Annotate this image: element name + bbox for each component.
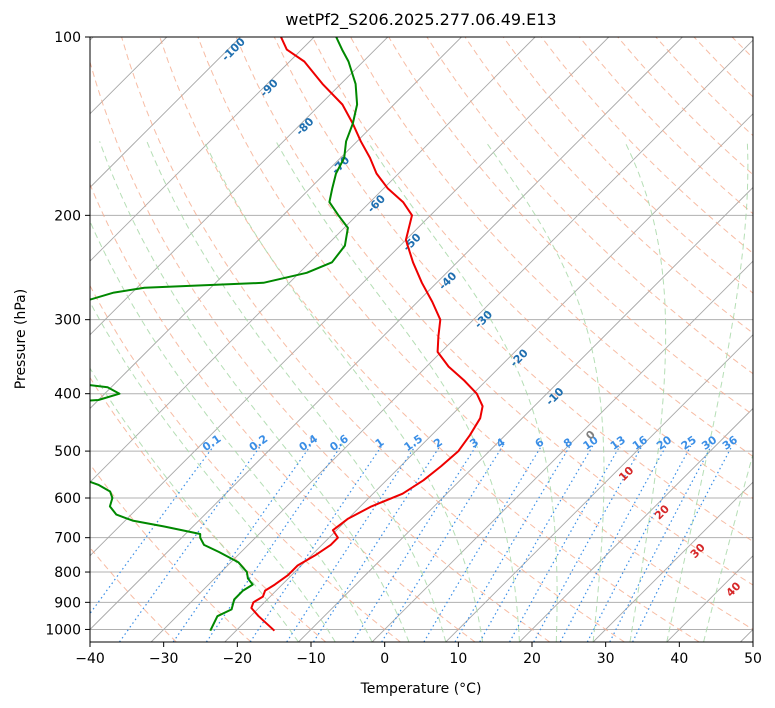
x-tick-label: 0 xyxy=(380,651,389,667)
y-tick-label: 400 xyxy=(54,387,81,403)
moist-adiabats xyxy=(90,141,753,642)
isotherm-line xyxy=(90,37,536,483)
y-tick-label: 700 xyxy=(54,531,81,547)
moist-adiabat-line xyxy=(90,367,299,642)
dry-adiabats xyxy=(90,37,753,642)
x-axis-title: Temperature (°C) xyxy=(360,681,482,697)
isotherm-line xyxy=(371,260,753,642)
moist-adiabat-line xyxy=(666,141,749,642)
moist-adiabat-line xyxy=(624,141,667,642)
x-tick-label: −10 xyxy=(296,651,326,667)
chart-title: wetPf2_S206.2025.277.06.49.E13 xyxy=(285,10,556,30)
y-tick-label: 500 xyxy=(54,444,81,460)
mixing-ratio-line xyxy=(533,445,643,642)
x-tick-label: −20 xyxy=(223,651,253,667)
plot-frame xyxy=(89,36,754,643)
moist-adiabat-line xyxy=(203,141,484,642)
y-tick-label: 300 xyxy=(54,313,81,329)
y-tick-label: 100 xyxy=(54,30,81,46)
mixing-ratio-line xyxy=(286,445,416,642)
moist-adiabat-line xyxy=(90,220,373,642)
mixing-ratio-line xyxy=(312,445,441,642)
dewpoint-line xyxy=(90,37,359,632)
dry-adiabat-line xyxy=(235,37,753,586)
mixing-ratio-line xyxy=(559,445,667,642)
y-tick-label: 900 xyxy=(54,595,81,611)
isotherm-line xyxy=(90,37,315,262)
x-axis: −40 −30 −20 −10 0 10 20 30 40 50 xyxy=(75,642,762,667)
moist-adiabat-line xyxy=(485,141,605,642)
moist-adiabat-line xyxy=(275,141,520,642)
isotherm-line xyxy=(90,37,683,631)
x-tick-label: 50 xyxy=(744,651,762,667)
dry-adiabat-line xyxy=(90,463,252,642)
isotherm-line xyxy=(90,37,241,189)
sounding-series xyxy=(90,37,484,632)
dry-adiabat-line xyxy=(159,37,700,642)
mixing-ratio-line xyxy=(423,445,543,642)
dry-adiabat-line xyxy=(90,60,551,642)
mixing-ratio-line xyxy=(381,445,504,642)
isotherm-line xyxy=(90,37,610,557)
temperature-line xyxy=(250,37,484,632)
isotherm-line xyxy=(519,407,753,642)
y-axis: 100 200 300 400 500 600 700 800 900 1000 xyxy=(45,30,90,638)
x-tick-label: −40 xyxy=(75,651,105,667)
isotherm-line xyxy=(592,481,753,642)
isotherm-line xyxy=(90,37,462,410)
moist-adiabat-line xyxy=(146,141,447,642)
dry-adiabat-line xyxy=(273,37,753,543)
y-tick-label: 200 xyxy=(54,208,81,224)
y-axis-title: Pressure (hPa) xyxy=(13,289,29,389)
isotherm-grid xyxy=(90,37,753,642)
mixing-ratio-line xyxy=(479,445,594,642)
moist-adiabat-line xyxy=(90,301,336,642)
moist-adiabat-line xyxy=(367,141,558,642)
y-tick-label: 600 xyxy=(54,491,81,507)
isotherm-line xyxy=(224,113,753,642)
x-tick-label: 10 xyxy=(449,651,467,667)
dry-adiabat-line xyxy=(121,37,625,642)
isotherm-line xyxy=(150,39,753,642)
dry-adiabat-line xyxy=(502,37,753,294)
moist-adiabat-line xyxy=(99,141,410,642)
y-tick-label: 1000 xyxy=(45,622,81,638)
mixing-ratio-line xyxy=(352,445,477,642)
x-tick-label: 40 xyxy=(670,651,688,667)
x-tick-label: −30 xyxy=(149,651,179,667)
x-tick-label: 30 xyxy=(597,651,615,667)
x-tick-label: 20 xyxy=(523,651,541,667)
isotherm-line xyxy=(445,334,753,642)
dry-adiabat-line xyxy=(311,37,753,500)
mixing-ratio-line xyxy=(454,445,571,642)
mixing-ratio-line xyxy=(509,445,621,642)
y-tick-label: 800 xyxy=(54,565,81,581)
isotherm-line xyxy=(90,37,389,336)
dry-adiabat-line xyxy=(197,37,753,630)
moist-adiabat-line xyxy=(703,452,753,642)
